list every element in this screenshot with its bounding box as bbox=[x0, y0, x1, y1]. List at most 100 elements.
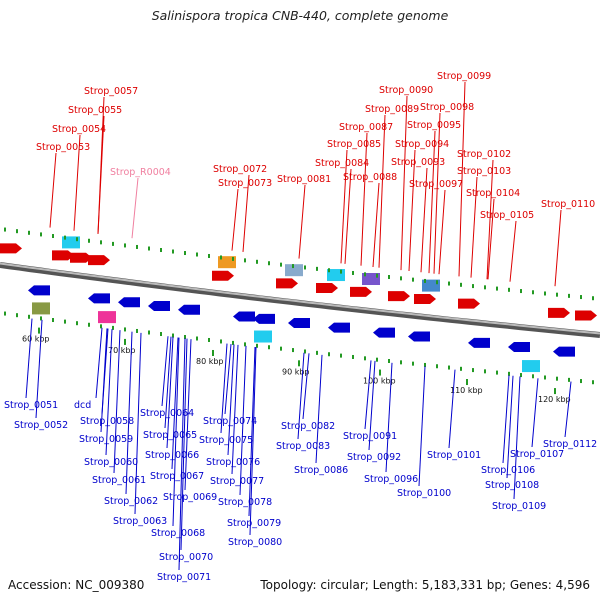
gene-label[interactable]: Strop_0077 bbox=[210, 476, 264, 487]
gene-label[interactable]: Strop_0093 bbox=[391, 157, 445, 168]
gene-label[interactable]: Strop_0073 bbox=[218, 178, 272, 189]
gene-label[interactable]: Strop_0069 bbox=[163, 492, 217, 503]
gene-label[interactable]: Strop_0076 bbox=[206, 457, 260, 468]
gene-label[interactable]: Strop_0089 bbox=[365, 104, 419, 115]
gene-label[interactable]: Strop_0072 bbox=[213, 164, 267, 175]
reverse-gene-arrow bbox=[553, 346, 575, 357]
leader-line bbox=[95, 327, 103, 399]
gene-label[interactable]: Strop_0084 bbox=[315, 158, 369, 169]
gene-label[interactable]: Strop_0099 bbox=[437, 71, 491, 82]
gene-label[interactable]: Strop_0109 bbox=[492, 501, 546, 512]
leader-line bbox=[164, 336, 172, 429]
gene-label[interactable]: Strop_0088 bbox=[343, 172, 397, 183]
gene-label[interactable]: Strop_0107 bbox=[510, 449, 564, 460]
gene-label[interactable]: Strop_0101 bbox=[427, 450, 481, 461]
gene-label[interactable]: Strop_0053 bbox=[36, 142, 90, 153]
kbp-tick-label: 90 kbp bbox=[282, 367, 310, 376]
gene-label[interactable]: Strop_0068 bbox=[151, 528, 205, 539]
tick-dot-top bbox=[88, 238, 90, 243]
gene-label[interactable]: Strop_0096 bbox=[364, 474, 418, 485]
gene-label[interactable]: Strop_0075 bbox=[199, 435, 253, 446]
tick-dot-bottom bbox=[280, 346, 282, 351]
gene-label[interactable]: Strop_0051 bbox=[4, 400, 58, 411]
tick-dot-bottom bbox=[28, 314, 30, 319]
gene-label[interactable]: Strop_0108 bbox=[485, 480, 539, 491]
gene-label[interactable]: Strop_0103 bbox=[457, 166, 511, 177]
gene-label[interactable]: Strop_0094 bbox=[395, 139, 449, 150]
leader-line bbox=[438, 189, 446, 275]
leader-line bbox=[161, 336, 169, 407]
gene-label[interactable]: Strop_0067 bbox=[150, 471, 204, 482]
leader-line bbox=[113, 330, 121, 474]
gene-label[interactable]: Strop_0055 bbox=[68, 105, 122, 116]
gene-label[interactable]: Strop_0070 bbox=[159, 552, 213, 563]
tick-dot-top bbox=[436, 280, 438, 285]
gene-label[interactable]: Strop_0052 bbox=[14, 420, 68, 431]
forward-gene-arrow bbox=[350, 286, 372, 297]
kbp-tick-label: 100 kbp bbox=[363, 377, 396, 386]
tick-dot-bottom bbox=[196, 336, 198, 341]
gene-label[interactable]: Strop_0085 bbox=[327, 139, 381, 150]
forward-gene-arrow bbox=[575, 310, 597, 321]
tick-dot-top bbox=[220, 255, 222, 260]
tick-dot-top bbox=[232, 256, 234, 261]
gene-label[interactable]: Strop_0083 bbox=[276, 441, 330, 452]
gene-label[interactable]: Strop_0090 bbox=[379, 85, 433, 96]
tick-dot-top bbox=[136, 244, 138, 249]
gene-label[interactable]: Strop_0092 bbox=[347, 452, 401, 463]
gene-label[interactable]: Strop_0059 bbox=[79, 434, 133, 445]
leader-line bbox=[171, 337, 179, 470]
gene-label[interactable]: Strop_0081 bbox=[277, 174, 331, 185]
gene-label[interactable]: Strop_0082 bbox=[281, 421, 335, 432]
leader-line bbox=[418, 366, 426, 487]
tick-dot-bottom bbox=[244, 342, 246, 347]
gene-label[interactable]: Strop_0104 bbox=[466, 188, 520, 199]
tick-dot-bottom bbox=[580, 379, 582, 384]
gene-label[interactable]: Strop_0100 bbox=[397, 488, 451, 499]
tick-dot-top bbox=[364, 272, 366, 277]
reverse-gene-arrow bbox=[233, 311, 255, 322]
gene-label[interactable]: Strop_0078 bbox=[218, 497, 272, 508]
tick-dot-top bbox=[412, 277, 414, 282]
forward-gene-arrow bbox=[276, 278, 298, 289]
gene-label[interactable]: Strop_0110 bbox=[541, 199, 595, 210]
tick-dot-bottom bbox=[472, 368, 474, 373]
gene-label[interactable]: Strop_0106 bbox=[481, 465, 535, 476]
tick-dot-bottom bbox=[520, 373, 522, 378]
reverse-gene-arrow bbox=[373, 327, 395, 338]
gene-label[interactable]: Strop_0105 bbox=[480, 210, 534, 221]
leader-line bbox=[368, 360, 376, 451]
leader-line bbox=[502, 375, 510, 464]
gene-label[interactable]: Strop_0062 bbox=[104, 496, 158, 507]
gene-label[interactable]: Strop_0112 bbox=[543, 439, 597, 450]
tick-dot-bottom bbox=[592, 380, 594, 385]
tick-dot-bottom bbox=[352, 354, 354, 359]
tick-dot-bottom bbox=[208, 337, 210, 342]
gene-label[interactable]: Strop_0095 bbox=[407, 120, 461, 131]
gene-label[interactable]: Strop_0087 bbox=[339, 122, 393, 133]
gene-label[interactable]: Strop_0097 bbox=[409, 179, 463, 190]
tick-dot-top bbox=[532, 290, 534, 295]
gene-label[interactable]: Strop_0071 bbox=[157, 572, 211, 583]
gene-label[interactable]: Strop_R0004 bbox=[110, 167, 171, 178]
gene-label[interactable]: Strop_0054 bbox=[52, 124, 106, 135]
gene-label[interactable]: Strop_0079 bbox=[227, 518, 281, 529]
gene-label[interactable]: Strop_0061 bbox=[92, 475, 146, 486]
feature-box bbox=[422, 279, 440, 292]
reverse-gene-arrow bbox=[468, 337, 490, 348]
gene-label[interactable]: Strop_0098 bbox=[420, 102, 474, 113]
gene-label[interactable]: Strop_0063 bbox=[113, 516, 167, 527]
gene-label[interactable]: Strop_0065 bbox=[143, 430, 197, 441]
gene-label[interactable]: Strop_0102 bbox=[457, 149, 511, 160]
tick-dot-bottom bbox=[100, 324, 102, 329]
gene-label[interactable]: Strop_0086 bbox=[294, 465, 348, 476]
tick-dot-bottom bbox=[460, 366, 462, 371]
gene-label[interactable]: dcd bbox=[74, 400, 91, 411]
gene-label[interactable]: Strop_0060 bbox=[84, 457, 138, 468]
tick-dot-top bbox=[460, 282, 462, 287]
gene-label[interactable]: Strop_0057 bbox=[84, 86, 138, 97]
gene-label[interactable]: Strop_0080 bbox=[228, 537, 282, 548]
gene-label[interactable]: Strop_0064 bbox=[140, 408, 194, 419]
leader-line bbox=[184, 339, 192, 491]
